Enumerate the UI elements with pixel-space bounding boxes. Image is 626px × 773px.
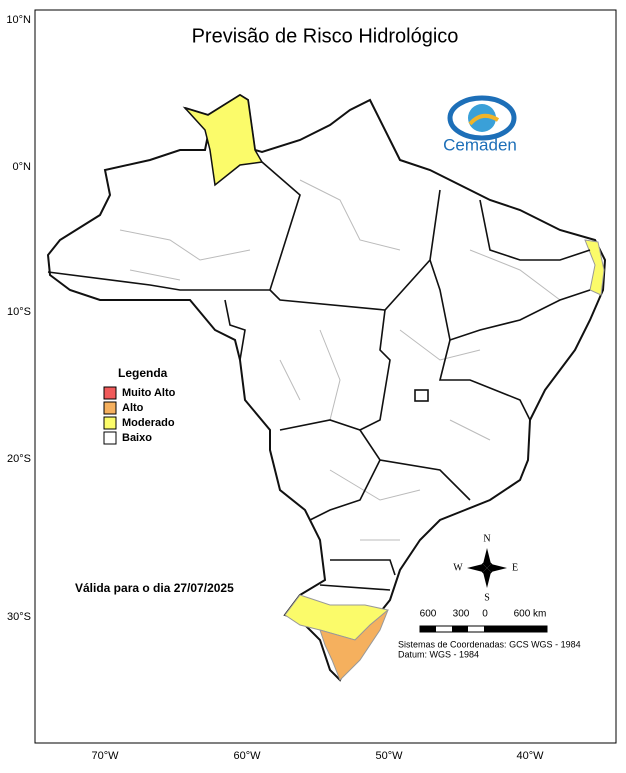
basin-lines	[119, 179, 561, 541]
lon-label: 60°W	[233, 750, 261, 762]
region-alto	[319, 609, 389, 681]
legend-label: Moderado	[122, 417, 175, 429]
lon-label: 40°W	[516, 750, 544, 762]
scale-label: 600 km	[514, 609, 547, 620]
lat-label: 30°S	[7, 611, 31, 623]
lat-label: 20°S	[7, 453, 31, 465]
note: Datum: WGS - 1984	[398, 649, 479, 659]
lat-label: 10°S	[7, 306, 31, 318]
validity: Válida para o dia 27/07/2025	[75, 581, 234, 595]
legend-swatch	[103, 416, 117, 430]
lat-label: 10°N	[6, 14, 31, 26]
lon-label: 70°W	[91, 750, 119, 762]
logo: Cemaden	[443, 95, 517, 154]
region-moderado	[584, 239, 605, 296]
lon-label: 50°W	[375, 750, 403, 762]
scale-label: 600	[420, 609, 437, 620]
note: Sistemas de Coordenadas: GCS WGS - 1984	[398, 639, 581, 649]
legend-swatch	[103, 431, 117, 445]
legend-title: Legenda	[118, 366, 168, 380]
legend-swatch	[103, 401, 117, 415]
legend-label: Baixo	[122, 432, 152, 444]
scale-bar: 600 300 0 600 km	[419, 609, 548, 633]
legend-label: Muito Alto	[122, 387, 176, 399]
lat-label: 0°N	[13, 161, 32, 173]
compass-n: N	[483, 533, 490, 544]
compass-e: E	[512, 562, 518, 573]
scale-label: 300	[453, 609, 470, 620]
state-lines	[47, 161, 591, 591]
compass-w: W	[453, 562, 463, 573]
map-title: Previsão de Risco Hidrológico	[192, 25, 459, 47]
scale-label: 0	[482, 609, 488, 620]
compass-s: S	[484, 592, 490, 603]
legend: Legenda Muito Alto Alto Moderado Baixo	[103, 366, 176, 445]
compass: N S E W	[453, 533, 518, 603]
legend-swatch	[103, 386, 117, 400]
logo-text: Cemaden	[443, 135, 517, 154]
legend-label: Alto	[122, 402, 144, 414]
